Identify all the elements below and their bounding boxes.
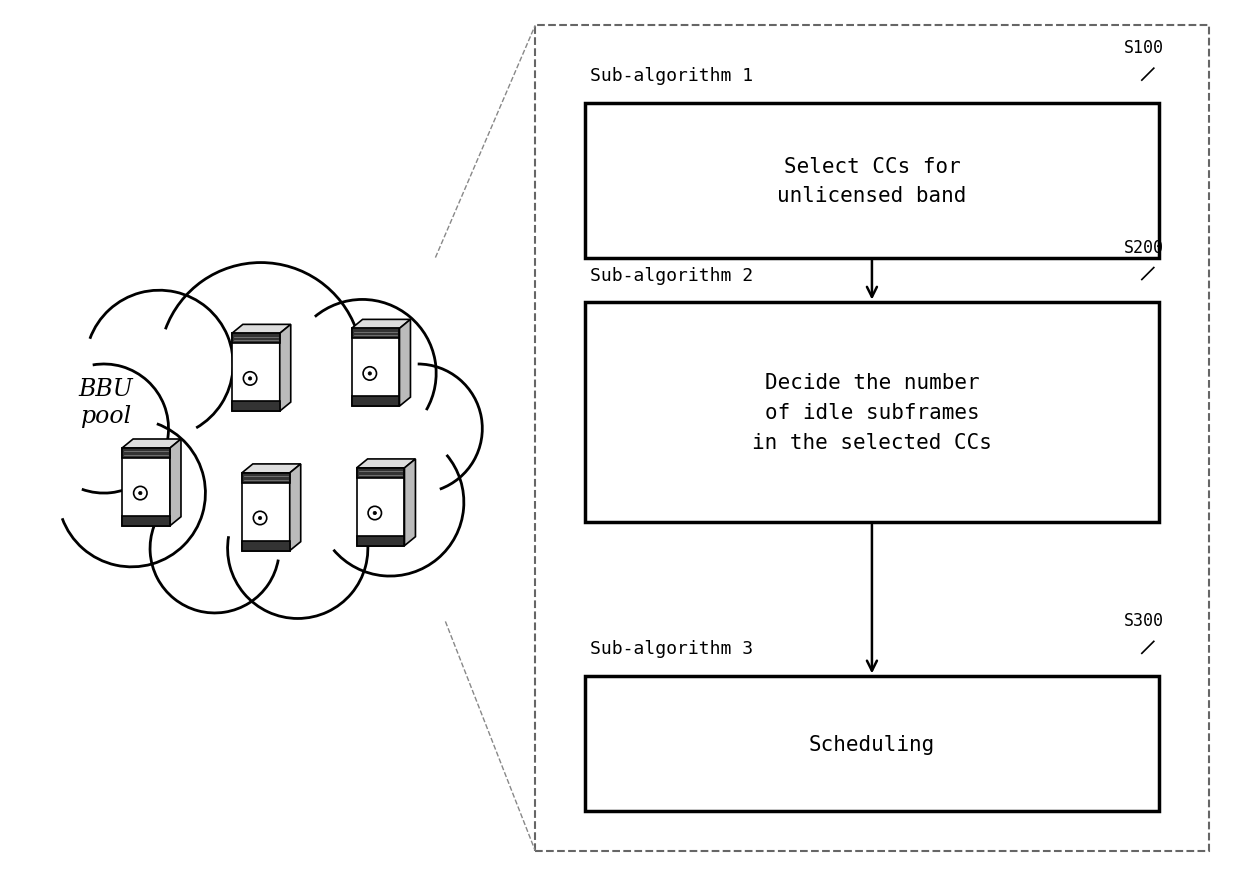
Polygon shape <box>122 439 181 448</box>
Polygon shape <box>352 396 399 407</box>
Text: Sub-algorithm 1: Sub-algorithm 1 <box>590 67 753 85</box>
Polygon shape <box>404 460 415 546</box>
Text: BBU
pool: BBU pool <box>79 378 134 427</box>
Polygon shape <box>122 516 170 526</box>
Polygon shape <box>242 465 301 474</box>
Polygon shape <box>232 334 280 344</box>
Circle shape <box>248 377 252 381</box>
Polygon shape <box>280 325 290 411</box>
Text: S300: S300 <box>1123 611 1164 630</box>
Circle shape <box>253 511 267 525</box>
Text: Scheduling: Scheduling <box>808 734 935 753</box>
Polygon shape <box>352 329 399 407</box>
Polygon shape <box>242 474 290 551</box>
Polygon shape <box>232 402 280 411</box>
Circle shape <box>373 512 377 515</box>
Polygon shape <box>357 460 415 468</box>
Text: Decide the number
of idle subframes
in the selected CCs: Decide the number of idle subframes in t… <box>751 373 992 453</box>
Polygon shape <box>399 320 410 407</box>
Text: S200: S200 <box>1123 239 1164 256</box>
Polygon shape <box>352 329 399 339</box>
Polygon shape <box>122 448 170 526</box>
Circle shape <box>243 373 257 386</box>
Polygon shape <box>357 468 404 546</box>
Text: Sub-algorithm 2: Sub-algorithm 2 <box>590 267 753 284</box>
Polygon shape <box>170 439 181 526</box>
Text: S100: S100 <box>1123 39 1164 57</box>
FancyBboxPatch shape <box>585 104 1159 259</box>
Circle shape <box>139 492 143 496</box>
Polygon shape <box>242 541 290 551</box>
FancyBboxPatch shape <box>585 303 1159 522</box>
Polygon shape <box>357 536 404 546</box>
Polygon shape <box>290 465 301 551</box>
Text: Sub-algorithm 3: Sub-algorithm 3 <box>590 639 753 658</box>
Text: Select CCs for
unlicensed band: Select CCs for unlicensed band <box>777 156 967 206</box>
Circle shape <box>134 487 148 500</box>
Polygon shape <box>242 474 290 483</box>
Circle shape <box>363 367 377 381</box>
Polygon shape <box>357 468 404 479</box>
Polygon shape <box>122 448 170 459</box>
Polygon shape <box>352 320 410 329</box>
Polygon shape <box>232 334 280 411</box>
Circle shape <box>368 507 382 520</box>
Circle shape <box>258 517 262 520</box>
Circle shape <box>368 373 372 375</box>
Polygon shape <box>232 325 290 334</box>
FancyBboxPatch shape <box>585 676 1159 811</box>
